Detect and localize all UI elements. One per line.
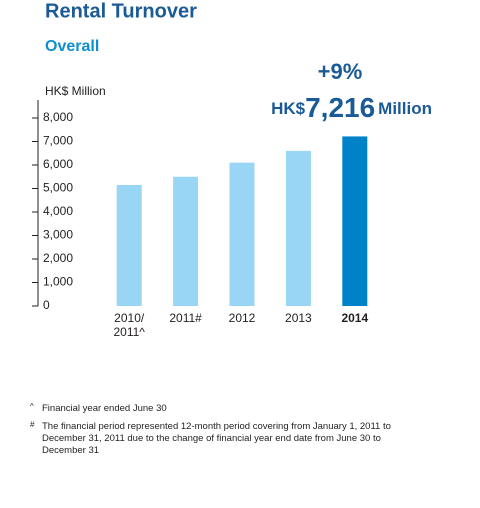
bar [342,136,368,306]
footnote-symbol: # [30,420,35,429]
x-tick-label: 2014 [341,311,369,325]
change-label: +9% [318,59,363,84]
x-tick-label: 2013 [285,311,312,325]
total-prefix: HK$ [271,99,306,118]
bar [173,176,199,306]
bar [116,184,142,306]
y-tick-label: 0 [43,298,50,312]
total-value: 7,216 [305,92,375,123]
y-tick-label: 7,000 [43,134,73,148]
footnote-text: The financial period represented 12-mont… [42,421,391,456]
footnote-text: Financial year ended June 30 [42,403,167,414]
y-tick-label: 2,000 [43,251,73,265]
y-tick-label: 4,000 [43,204,73,218]
y-tick-label: 6,000 [43,157,73,171]
y-tick-label: 3,000 [43,228,73,242]
chart-subtitle: Overall [45,38,99,55]
x-tick-label: 2012 [228,311,256,325]
x-tick-label: 2011# [169,311,202,325]
footnote-symbol: ^ [30,402,34,411]
bar [285,150,311,306]
total-label: HK$7,216 Million [271,92,432,123]
x-tick-label: 2010/ 2011^ [113,311,145,339]
bar [229,162,255,306]
chart-title: Rental Turnover [45,0,197,22]
y-tick-label: 8,000 [43,110,73,124]
total-suffix: Million [378,99,432,118]
y-tick-label: 1,000 [43,275,73,289]
y-axis-label: HK$ Million [45,84,106,98]
y-tick-label: 5,000 [43,181,73,195]
